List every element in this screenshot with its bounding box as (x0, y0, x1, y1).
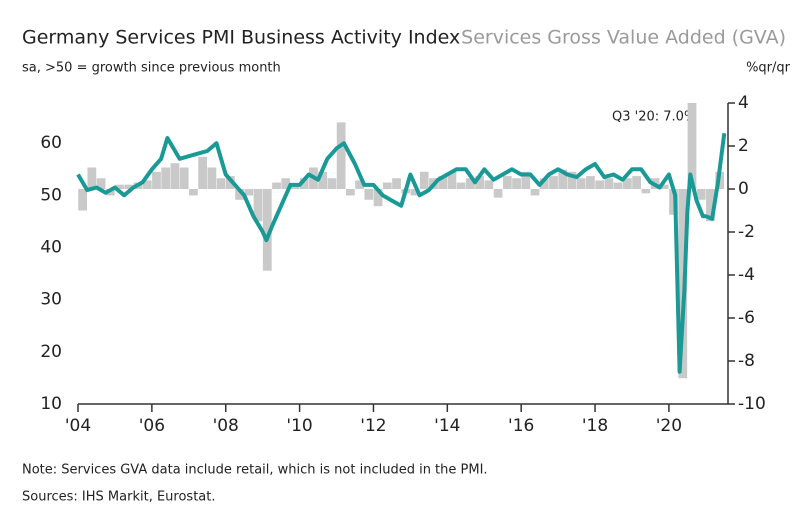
x-tick-label: '08 (213, 416, 239, 436)
bar (438, 176, 448, 189)
y2-tick-label: -8 (738, 351, 755, 371)
subtitle: sa, >50 = growth since previous month (22, 61, 281, 76)
bar (456, 182, 466, 189)
x-tick-label: '14 (434, 416, 460, 436)
bar-group (78, 103, 725, 379)
bar (253, 189, 263, 222)
bar (78, 189, 88, 211)
y2-tick-label: -6 (738, 308, 755, 328)
bar (659, 184, 669, 189)
x-tick-label: '10 (286, 416, 312, 436)
bar (142, 180, 152, 189)
bar (641, 189, 651, 194)
bar (447, 171, 457, 189)
line (76, 133, 727, 374)
bar (512, 178, 521, 189)
annotation: Q3 '20: 7.0% (612, 110, 696, 125)
bar (595, 180, 605, 189)
source: Sources: IHS Markit, Eurostat. (22, 490, 216, 505)
bar (345, 189, 355, 196)
bar (530, 189, 540, 196)
bar (235, 189, 244, 200)
y2-tick-label: -2 (738, 222, 755, 242)
bar (622, 178, 632, 189)
bar (632, 176, 641, 189)
bar (493, 189, 503, 198)
x-tick-label: '06 (139, 416, 165, 436)
bar (115, 184, 124, 189)
bar (96, 178, 106, 189)
bar (124, 184, 134, 189)
bar (521, 171, 531, 189)
bar (189, 189, 198, 196)
x-tick-label: '20 (656, 416, 682, 436)
x-tick-label: '18 (582, 416, 608, 436)
y-tick-label: 20 (40, 342, 62, 362)
bar (613, 182, 623, 189)
bar (696, 189, 706, 200)
bar (373, 189, 383, 207)
y-tick-label: 10 (40, 394, 62, 414)
bar (318, 171, 328, 189)
bar (466, 178, 475, 189)
bar (586, 176, 595, 189)
bar (336, 122, 346, 189)
bar (272, 182, 281, 189)
note: Note: Services GVA data include retail, … (22, 463, 488, 478)
y-tick-label: 40 (40, 238, 62, 258)
y2-axis-label: %qr/qr (746, 61, 791, 76)
bar (706, 189, 715, 222)
y-tick-label: 60 (40, 133, 62, 153)
bar (179, 167, 189, 189)
y-tick-label: 50 (40, 185, 62, 205)
bar (687, 103, 697, 189)
x-tick-label: '04 (65, 416, 91, 436)
bar (382, 182, 392, 189)
bar (355, 180, 364, 189)
bar (327, 178, 337, 189)
y2-tick-label: 4 (738, 93, 749, 113)
y2-tick-label: 2 (738, 136, 749, 156)
y2-tick-label: -10 (738, 394, 766, 414)
bar (161, 167, 171, 189)
bar (87, 167, 97, 189)
bar (281, 178, 291, 189)
x-tick-label: '12 (360, 416, 386, 436)
bar (419, 171, 429, 189)
bar (216, 178, 226, 189)
y2-tick-label: 0 (738, 179, 749, 199)
bar (392, 178, 401, 189)
y-tick-label: 30 (40, 290, 62, 310)
bar (299, 178, 309, 189)
bar (152, 171, 161, 189)
bar (558, 169, 568, 189)
x-tick-label: '16 (508, 416, 534, 436)
bar (502, 176, 512, 189)
chart-title: Germany Services PMI Business Activity I… (22, 27, 460, 49)
bar (198, 156, 208, 189)
bar (262, 189, 272, 271)
bar (244, 189, 254, 196)
bar (539, 178, 549, 189)
bar (207, 167, 217, 189)
bar (410, 189, 420, 196)
y2-tick-label: -4 (738, 265, 755, 285)
bar (576, 178, 586, 189)
bar (364, 189, 374, 200)
bar (170, 163, 180, 189)
bar (604, 178, 614, 189)
bar (549, 176, 558, 189)
right-title: Services Gross Value Added (GVA) (461, 27, 786, 49)
bar (567, 171, 577, 189)
bar (475, 176, 485, 189)
bar (484, 180, 494, 189)
